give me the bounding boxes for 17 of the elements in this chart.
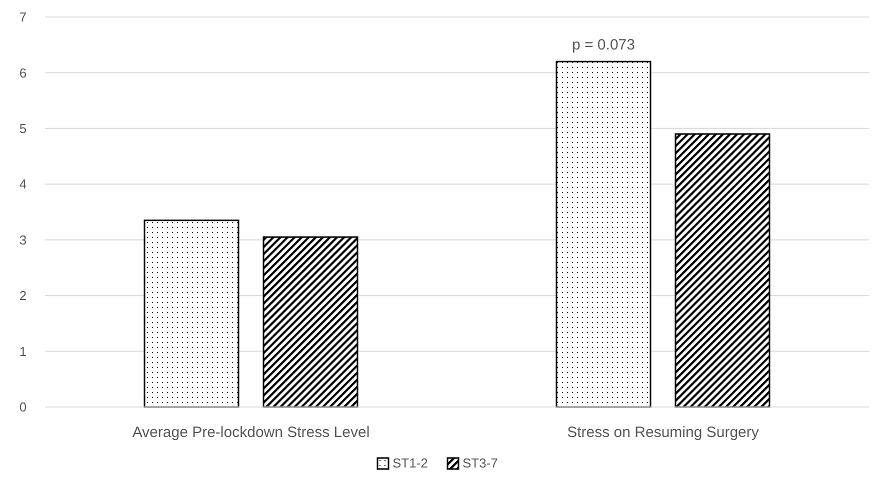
- legend-label: ST1-2: [392, 456, 428, 471]
- bar: [674, 133, 770, 408]
- x-tick-label: Average Pre-lockdown Stress Level: [132, 424, 370, 441]
- annotation: p = 0.073: [572, 36, 635, 54]
- legend-label: ST3-7: [462, 456, 498, 471]
- y-tick-label: 7: [19, 10, 27, 25]
- bar: [144, 220, 240, 408]
- y-tick-label: 3: [19, 232, 27, 248]
- y-tick-label: 5: [19, 120, 27, 136]
- y-tick-label: 6: [19, 65, 27, 80]
- y-tick-label: 2: [19, 288, 27, 304]
- y-tick-label: 1: [19, 344, 27, 359]
- x-tick-label: Stress on Resuming Surgery: [567, 424, 760, 441]
- bar: [262, 236, 358, 408]
- y-tick-label: 0: [19, 400, 27, 415]
- bar: [556, 60, 652, 408]
- y-tick-label: 4: [19, 176, 27, 192]
